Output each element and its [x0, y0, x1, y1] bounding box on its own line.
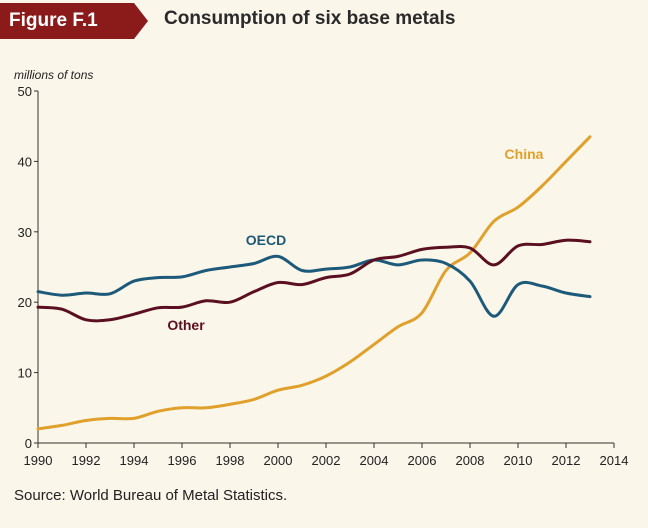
series-line-china: [36, 135, 592, 431]
figure-title: Consumption of six base metals: [164, 8, 456, 29]
series-label-china: China: [505, 146, 544, 162]
x-tick-label: 2000: [264, 453, 293, 468]
x-tick-label: 1994: [120, 453, 149, 468]
figure-badge-shape: [0, 3, 148, 39]
figure-badge: Figure F.1: [0, 3, 148, 39]
x-tick-label: 1998: [216, 453, 245, 468]
x-tick-label: 2014: [600, 453, 629, 468]
series-line-oecd: [36, 254, 592, 318]
y-tick-label: 50: [18, 84, 32, 99]
series-label-other: Other: [167, 317, 205, 333]
y-tick-label: 0: [25, 436, 32, 451]
y-tick-label: 10: [18, 366, 32, 381]
source-note: Source: World Bureau of Metal Statistics…: [14, 487, 288, 504]
x-tick-label: 2004: [360, 453, 389, 468]
y-tick-label: 20: [18, 295, 32, 310]
x-tick-label: 2012: [552, 453, 581, 468]
series-label-oecd: OECD: [246, 232, 286, 248]
x-tick-label: 1990: [24, 453, 53, 468]
x-tick-label: 2010: [504, 453, 533, 468]
x-tick-label: 2002: [312, 453, 341, 468]
y-tick-label: 40: [18, 154, 32, 169]
x-tick-label: 1992: [72, 453, 101, 468]
figure-label: Figure F.1: [9, 10, 98, 31]
x-tick-label: 2008: [456, 453, 485, 468]
y-tick-label: 30: [18, 225, 32, 240]
x-tick-label: 2006: [408, 453, 437, 468]
y-axis-label: millions of tons: [14, 68, 93, 82]
series-line-other: [36, 238, 592, 323]
x-tick-label: 1996: [168, 453, 197, 468]
